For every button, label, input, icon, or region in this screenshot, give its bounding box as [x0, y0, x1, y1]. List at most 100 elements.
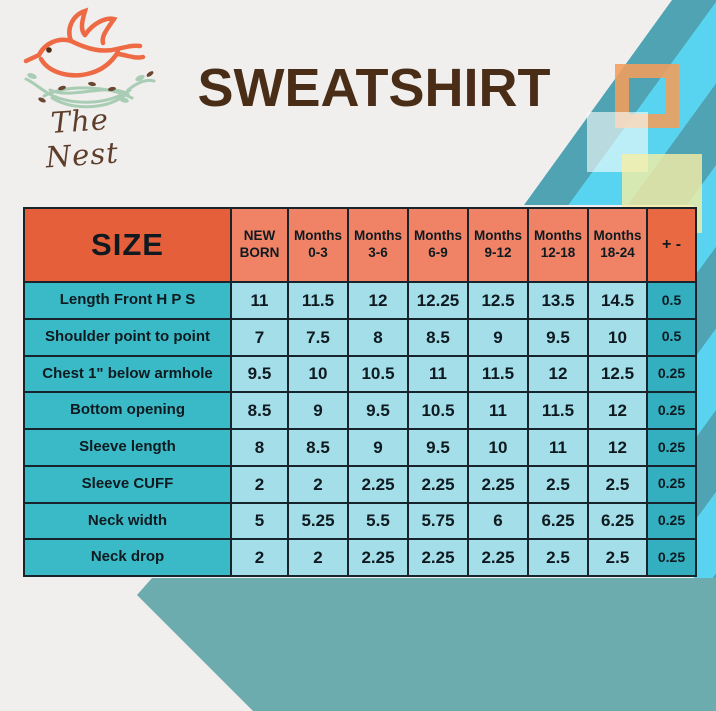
value-cell: 11 [469, 393, 527, 428]
value-cell: 6 [469, 503, 527, 539]
row-label-cell: Length Front H P S [25, 283, 230, 318]
column-header-cell: NEW BORN [232, 209, 287, 281]
column-header-line: Months [294, 228, 342, 244]
column-header-cell: Months 18-24 [589, 209, 646, 281]
value-cell: 9 [469, 319, 527, 355]
row-label-cell: Sleeve CUFF [25, 466, 230, 502]
size-header-cell: SIZE [25, 209, 230, 281]
tolerance-cell: 0.25 [648, 430, 695, 465]
value-cell: 2 [232, 540, 287, 575]
brand-logo [12, 4, 162, 154]
value-cell: 12 [589, 430, 646, 465]
column-header-line: Months [414, 228, 462, 244]
column-header-line: 12-18 [540, 245, 576, 260]
value-cell: 9.5 [529, 319, 587, 355]
row-label-cell: Shoulder point to point [25, 319, 230, 355]
value-cell: 2.25 [349, 466, 407, 502]
brand-name: The Nest [44, 102, 120, 175]
tolerance-cell: 0.25 [648, 540, 695, 575]
column-header-line: Months [593, 228, 642, 244]
tolerance-cell: 0.5 [648, 319, 695, 355]
value-cell: 10 [589, 319, 646, 355]
value-cell: 6.25 [529, 503, 587, 539]
column-header-line: 6-9 [428, 245, 448, 260]
row-label-cell: Neck width [25, 503, 230, 539]
value-cell: 8.5 [232, 393, 287, 428]
value-cell: 2.25 [469, 466, 527, 502]
value-cell: 2.25 [469, 540, 527, 575]
value-cell: 9.5 [349, 393, 407, 428]
column-header-line: BORN [239, 245, 280, 260]
value-cell: 7 [232, 319, 287, 355]
value-cell: 8 [349, 319, 407, 355]
value-cell: 11.5 [289, 283, 347, 318]
bird-nest-icon [23, 7, 156, 109]
value-cell: 5 [232, 503, 287, 539]
row-label-cell: Sleeve length [25, 430, 230, 465]
value-cell: 11.5 [529, 393, 587, 428]
value-cell: 11 [529, 430, 587, 465]
value-cell: 14.5 [589, 283, 646, 318]
value-cell: 2.5 [529, 466, 587, 502]
value-cell: 8 [232, 430, 287, 465]
page-title: SWEATSHIRT [197, 58, 551, 118]
column-header-cell: Months 12-18 [529, 209, 587, 281]
value-cell: 12 [589, 393, 646, 428]
tolerance-cell: 0.25 [648, 466, 695, 502]
size-table: SIZE NEW BORN Months 0-3 Months 3-6 Months 6-9 M… [23, 207, 697, 577]
value-cell: 2.25 [409, 466, 467, 502]
column-header-cell: Months 0-3 [289, 209, 347, 281]
value-cell: 2.5 [589, 466, 646, 502]
value-cell: 5.25 [289, 503, 347, 539]
value-cell: 10 [469, 430, 527, 465]
tolerance-cell: 0.25 [648, 393, 695, 428]
value-cell: 2.5 [529, 540, 587, 575]
column-header-line: 0-3 [308, 245, 328, 260]
row-label-cell: Bottom opening [25, 393, 230, 428]
tolerance-header-cell: + - [648, 209, 695, 281]
column-header-cell: Months 3-6 [349, 209, 407, 281]
column-header-line: Months [534, 228, 582, 244]
value-cell: 8.5 [289, 430, 347, 465]
value-cell: 9.5 [409, 430, 467, 465]
value-cell: 11.5 [469, 356, 527, 392]
column-header-line: 18-24 [600, 245, 635, 260]
column-header-line: + - [661, 236, 682, 253]
column-header-line: NEW [243, 228, 276, 244]
value-cell: 9.5 [232, 356, 287, 392]
value-cell: 9 [289, 393, 347, 428]
value-cell: 10 [289, 356, 347, 392]
value-cell: 2 [289, 540, 347, 575]
value-cell: 5.75 [409, 503, 467, 539]
value-cell: 5.5 [349, 503, 407, 539]
value-cell: 2.25 [409, 540, 467, 575]
value-cell: 12.5 [469, 283, 527, 318]
value-cell: 2 [232, 466, 287, 502]
value-cell: 7.5 [289, 319, 347, 355]
tolerance-cell: 0.25 [648, 503, 695, 539]
column-header-cell: Months 6-9 [409, 209, 467, 281]
value-cell: 12 [529, 356, 587, 392]
value-cell: 12.5 [589, 356, 646, 392]
row-label-cell: Neck drop [25, 540, 230, 575]
column-header-cell: Months 9-12 [469, 209, 527, 281]
tolerance-cell: 0.25 [648, 356, 695, 392]
value-cell: 11 [409, 356, 467, 392]
tolerance-cell: 0.5 [648, 283, 695, 318]
value-cell: 10.5 [409, 393, 467, 428]
value-cell: 13.5 [529, 283, 587, 318]
value-cell: 2 [289, 466, 347, 502]
value-cell: 6.25 [589, 503, 646, 539]
value-cell: 2.5 [589, 540, 646, 575]
value-cell: 12 [349, 283, 407, 318]
value-cell: 12.25 [409, 283, 467, 318]
value-cell: 2.25 [349, 540, 407, 575]
column-header-line: Months [474, 228, 522, 244]
value-cell: 9 [349, 430, 407, 465]
value-cell: 8.5 [409, 319, 467, 355]
column-header-line: 3-6 [368, 245, 388, 260]
value-cell: 10.5 [349, 356, 407, 392]
value-cell: 11 [232, 283, 287, 318]
